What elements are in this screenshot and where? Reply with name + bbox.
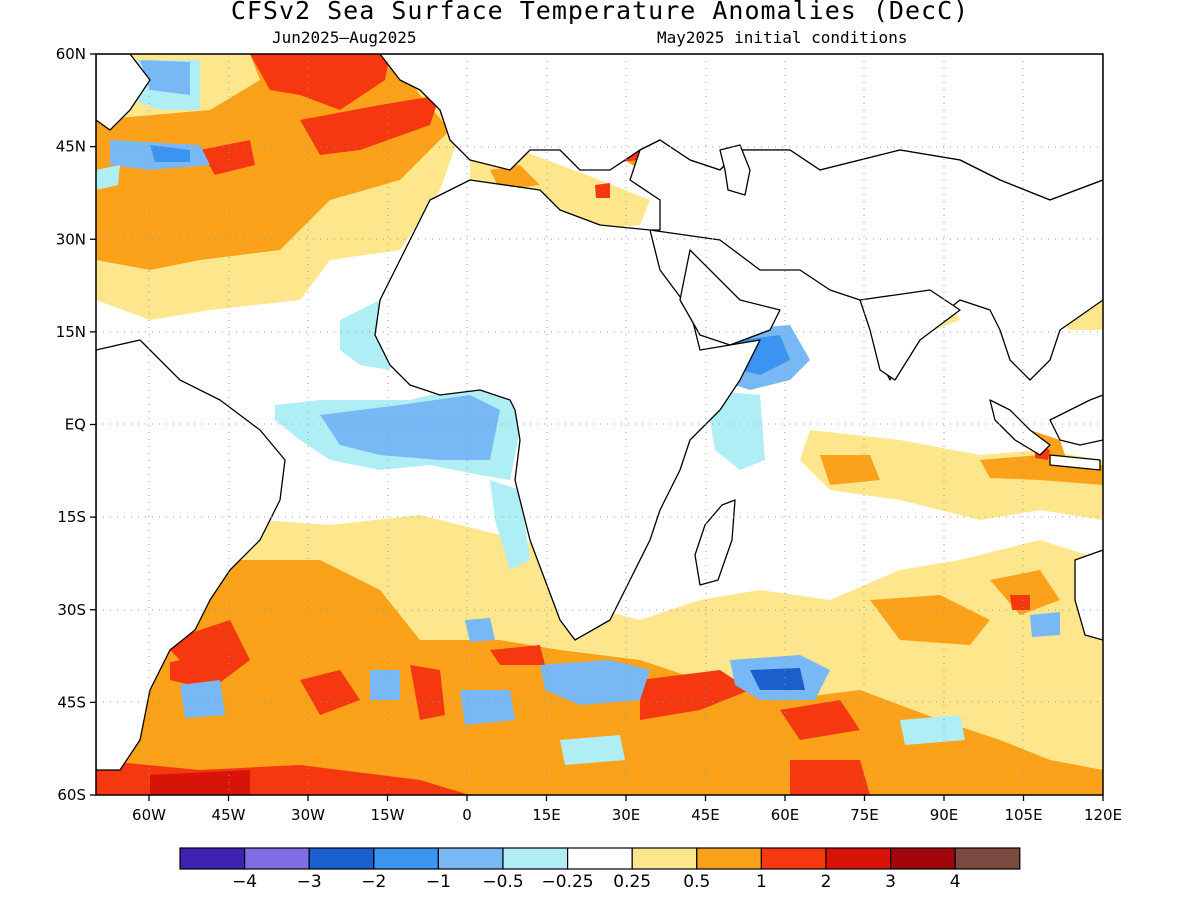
- india-landmass: [859, 289, 961, 381]
- colorbar-label: 3: [885, 872, 896, 892]
- lon-tick-label: 45E: [691, 806, 720, 824]
- colorbar-swatch: [308, 847, 375, 870]
- colorbar-label: −3: [297, 872, 322, 892]
- colorbar-swatch: [954, 847, 1021, 870]
- colorbar-label: −0.25: [542, 872, 594, 892]
- longitude-axis: 60W 45W 30W 15W 0 15E 30E 45E 60E 75E 90E 105E 120E: [132, 795, 1122, 824]
- colorbar-label: 1: [756, 872, 767, 892]
- lat-tick-label: 15N: [56, 323, 86, 341]
- south-america-landmass: [96, 339, 286, 771]
- indonesia-landmass: [989, 399, 1051, 456]
- initial-conditions-label: May2025 initial conditions: [657, 28, 908, 47]
- forecast-period: Jun2025–Aug2025: [272, 28, 417, 47]
- lat-tick-label: 30S: [57, 601, 86, 619]
- lon-tick-label: 60E: [771, 806, 800, 824]
- colorbar-label: 0.25: [613, 872, 651, 892]
- lat-tick-label: 60S: [57, 786, 86, 804]
- colorbar-label: −4: [232, 872, 257, 892]
- warm-anomaly-layer: [96, 54, 1103, 795]
- latitude-axis: 60N 45N 30N 15N EQ 15S 30S 45S 60S: [56, 45, 96, 804]
- lon-tick-label: 75E: [850, 806, 879, 824]
- madagascar-landmass: [694, 499, 736, 586]
- colorbar-label: −1: [426, 872, 451, 892]
- lat-tick-label: 15S: [57, 508, 86, 526]
- lat-tick-label: EQ: [65, 416, 86, 434]
- lon-tick-label: 120E: [1084, 806, 1122, 824]
- australia-landmass: [1074, 549, 1103, 641]
- lon-tick-label: 15E: [532, 806, 561, 824]
- colorbar-swatch: [437, 847, 504, 870]
- colorbar-label: 0.5: [683, 872, 710, 892]
- colorbar-swatch: [566, 847, 633, 870]
- lon-tick-label: 105E: [1004, 806, 1042, 824]
- lat-tick-label: 30N: [56, 230, 86, 248]
- north-america-landmass: [96, 54, 151, 131]
- colorbar-swatch: [631, 847, 698, 870]
- colorbar-swatch: [825, 847, 892, 870]
- colorbar-swatch: [696, 847, 762, 870]
- lat-tick-label: 60N: [56, 45, 86, 63]
- lat-tick-label: 45N: [56, 138, 86, 156]
- colorbar-swatch: [244, 847, 310, 870]
- lon-tick-label: 45W: [212, 806, 246, 824]
- colorbar-label: 2: [821, 872, 832, 892]
- africa-landmass: [374, 179, 761, 641]
- lon-tick-label: 60W: [132, 806, 166, 824]
- colorbar-swatch: [179, 847, 246, 870]
- land-layer: [96, 54, 1103, 771]
- lon-tick-label: 30W: [291, 806, 325, 824]
- colorbar-label: 4: [950, 872, 961, 892]
- chart-title: CFSv2 Sea Surface Temperature Anomalies …: [230, 0, 970, 25]
- colorbar-label: −0.5: [482, 872, 523, 892]
- colorbar-swatch: [373, 847, 439, 870]
- colorbar: −4 −3 −2 −1 −0.5 −0.25 0.25 0.5 1 2 3 4: [179, 847, 1021, 892]
- colorbar-swatch: [889, 847, 956, 870]
- lon-tick-label: 0: [462, 806, 472, 824]
- colorbar-swatch: [760, 847, 827, 870]
- colorbar-label: −2: [361, 872, 386, 892]
- lon-tick-label: 30E: [612, 806, 641, 824]
- colorbar-swatch: [502, 847, 569, 870]
- lon-tick-label: 90E: [930, 806, 959, 824]
- lat-tick-label: 45S: [57, 693, 86, 711]
- lon-tick-label: 15W: [371, 806, 405, 824]
